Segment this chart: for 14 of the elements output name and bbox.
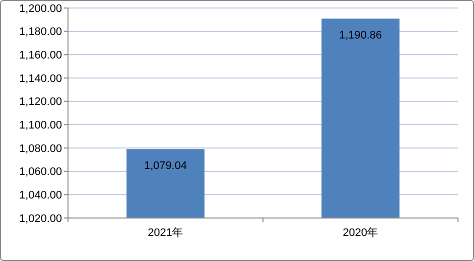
y-tick-label: 1,060.00 [19,166,62,178]
y-tick-label: 1,080.00 [19,142,62,155]
y-tick-label: 1,200.00 [19,2,62,15]
y-tick-label: 1,180.00 [19,26,62,38]
data-label: 1,079.04 [144,160,187,172]
x-tick-label: 2020年 [342,227,378,239]
x-tick-label: 2021年 [148,227,184,239]
y-tick-label: 1,020.00 [19,212,62,225]
data-label: 1,190.86 [339,30,382,42]
y-tick-label: 1,120.00 [19,96,62,108]
y-tick-label: 1,140.00 [19,72,62,85]
y-tick-label: 1,040.00 [19,190,62,202]
y-tick-label: 1,100.00 [19,120,62,132]
y-tick-label: 1,160.00 [19,50,62,62]
